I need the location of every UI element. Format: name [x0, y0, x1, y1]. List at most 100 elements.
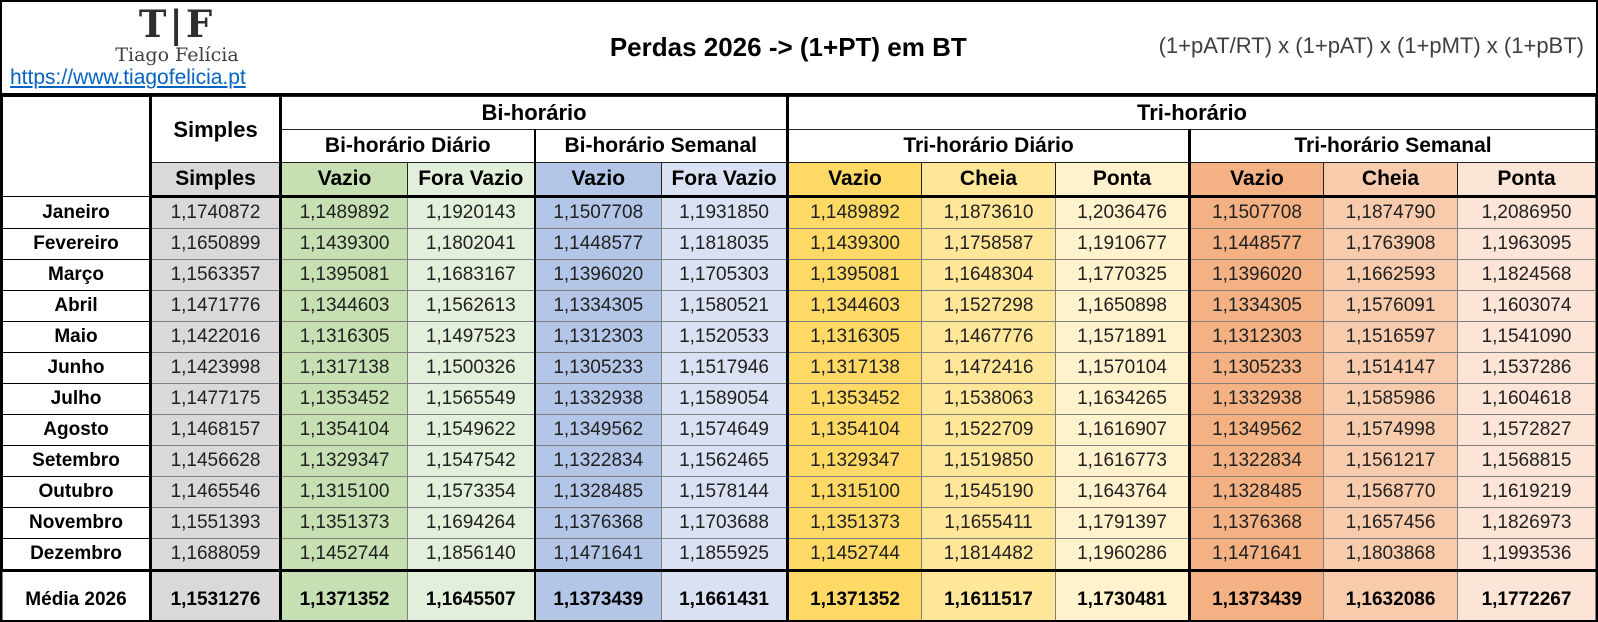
value-cell: 1,1740872 [149, 196, 281, 229]
average-value-cell: 1,1371352 [786, 569, 922, 620]
value-cell: 1,1351373 [786, 507, 922, 539]
average-row: Média 2026 1,1531276 1,1371352 1,1645507 1,1… [2, 569, 1596, 620]
value-cell: 1,1351373 [279, 507, 408, 539]
site-link[interactable]: https://www.tiagofelicia.pt [10, 66, 246, 89]
value-cell: 1,1396020 [533, 259, 662, 291]
value-cell: 1,1824568 [1457, 259, 1596, 291]
value-cell: 1,1585986 [1323, 383, 1458, 415]
value-cell: 1,1818035 [661, 228, 788, 260]
logo: T|F Tiago Felícia [102, 4, 252, 66]
value-cell: 1,1448577 [533, 228, 662, 260]
value-cell: 1,1643764 [1055, 476, 1190, 508]
value-cell: 1,1349562 [533, 414, 662, 446]
value-cell: 1,1634265 [1055, 383, 1190, 415]
value-cell: 1,1471641 [1188, 538, 1324, 571]
value-cell: 1,1520533 [661, 321, 788, 353]
header-tri-semanal: Tri-horário Semanal [1188, 129, 1596, 163]
perdas-table: Simples Bi-horário Tri-horário Bi-horári… [2, 96, 1596, 620]
value-cell: 1,1576091 [1323, 290, 1458, 322]
loss-formula: (1+pAT/RT) x (1+pAT) x (1+pMT) x (1+pBT) [1158, 33, 1584, 58]
value-cell: 1,1650899 [149, 228, 281, 260]
value-cell: 1,1578144 [661, 476, 788, 508]
value-cell: 1,1489892 [786, 196, 922, 229]
value-cell: 1,1514147 [1323, 352, 1458, 384]
value-cell: 1,1467776 [921, 321, 1056, 353]
value-cell: 1,1562465 [661, 445, 788, 477]
value-cell: 1,1589054 [661, 383, 788, 415]
value-cell: 1,1574649 [661, 414, 788, 446]
value-cell: 1,1353452 [786, 383, 922, 415]
header-group-tri-horario: Tri-horário [786, 96, 1596, 130]
column-header-vazio-5: Vazio [786, 162, 922, 198]
value-cell: 1,1354104 [279, 414, 408, 446]
value-cell: 1,1439300 [786, 228, 922, 260]
value-cell: 1,1395081 [786, 259, 922, 291]
value-cell: 1,1603074 [1457, 290, 1596, 322]
column-header-vazio-8: Vazio [1188, 162, 1324, 198]
value-cell: 1,1465546 [149, 476, 281, 508]
value-cell: 1,1537286 [1457, 352, 1596, 384]
average-value-cell: 1,1632086 [1323, 569, 1458, 620]
value-cell: 1,1332938 [533, 383, 662, 415]
value-cell: 1,1657456 [1323, 507, 1458, 539]
month-label: Janeiro [2, 196, 151, 229]
value-cell: 1,1616907 [1055, 414, 1190, 446]
value-cell: 1,1791397 [1055, 507, 1190, 539]
month-label: Novembro [2, 507, 151, 539]
table-row: Outubro 1,1465546 1,1315100 1,1573354 1,1328… [2, 476, 1596, 508]
value-cell: 1,1329347 [279, 445, 408, 477]
value-cell: 1,1619219 [1457, 476, 1596, 508]
value-cell: 1,1516597 [1323, 321, 1458, 353]
value-cell: 1,1395081 [279, 259, 408, 291]
table-body: Janeiro 1,1740872 1,1489892 1,1920143 1,1507… [2, 196, 1596, 571]
value-cell: 1,2036476 [1055, 196, 1190, 229]
value-cell: 1,1468157 [149, 414, 281, 446]
month-label: Junho [2, 352, 151, 384]
value-cell: 1,1814482 [921, 538, 1056, 571]
value-cell: 1,1572827 [1457, 414, 1596, 446]
value-cell: 1,1856140 [407, 538, 535, 571]
header-group-bi-horario: Bi-horário [279, 96, 788, 130]
value-cell: 1,1873610 [921, 196, 1056, 229]
value-cell: 1,1471776 [149, 290, 281, 322]
value-cell: 1,1305233 [1188, 352, 1324, 384]
table-row: Março 1,1563357 1,1395081 1,1683167 1,139602… [2, 259, 1596, 291]
value-cell: 1,1527298 [921, 290, 1056, 322]
value-cell: 1,1573354 [407, 476, 535, 508]
month-label: Maio [2, 321, 151, 353]
value-cell: 1,1316305 [786, 321, 922, 353]
average-value-cell: 1,1531276 [149, 569, 281, 620]
value-cell: 1,1312303 [533, 321, 662, 353]
table-row: Maio 1,1422016 1,1316305 1,1497523 1,1312303… [2, 321, 1596, 353]
table-footer: Média 2026 1,1531276 1,1371352 1,1645507 1,1… [2, 569, 1596, 620]
value-cell: 1,1568815 [1457, 445, 1596, 477]
corner-empty-cell [2, 96, 151, 197]
value-cell: 1,1874790 [1323, 196, 1458, 229]
column-header-fora-vazio-4: Fora Vazio [661, 162, 788, 198]
value-cell: 1,1648304 [921, 259, 1056, 291]
value-cell: 1,1993536 [1457, 538, 1596, 571]
value-cell: 1,1565549 [407, 383, 535, 415]
value-cell: 1,1580521 [661, 290, 788, 322]
value-cell: 1,1826973 [1457, 507, 1596, 539]
value-cell: 1,1802041 [407, 228, 535, 260]
value-cell: 1,1562613 [407, 290, 535, 322]
table-header: Simples Bi-horário Tri-horário Bi-horári… [2, 96, 1596, 198]
column-header-cheia-9: Cheia [1323, 162, 1458, 198]
value-cell: 1,1694264 [407, 507, 535, 539]
value-cell: 1,1538063 [921, 383, 1056, 415]
month-label: Fevereiro [2, 228, 151, 260]
column-header-simples-0: Simples [149, 162, 281, 198]
value-cell: 1,1423998 [149, 352, 281, 384]
value-cell: 1,1920143 [407, 196, 535, 229]
value-cell: 1,1317138 [279, 352, 408, 384]
value-cell: 1,1353452 [279, 383, 408, 415]
table-row: Abril 1,1471776 1,1344603 1,1562613 1,133430… [2, 290, 1596, 322]
table-row: Agosto 1,1468157 1,1354104 1,1549622 1,13495… [2, 414, 1596, 446]
month-label: Agosto [2, 414, 151, 446]
value-cell: 1,1574998 [1323, 414, 1458, 446]
value-cell: 1,1758587 [921, 228, 1056, 260]
table-row: Novembro 1,1551393 1,1351373 1,1694264 1,137… [2, 507, 1596, 539]
value-cell: 1,1317138 [786, 352, 922, 384]
